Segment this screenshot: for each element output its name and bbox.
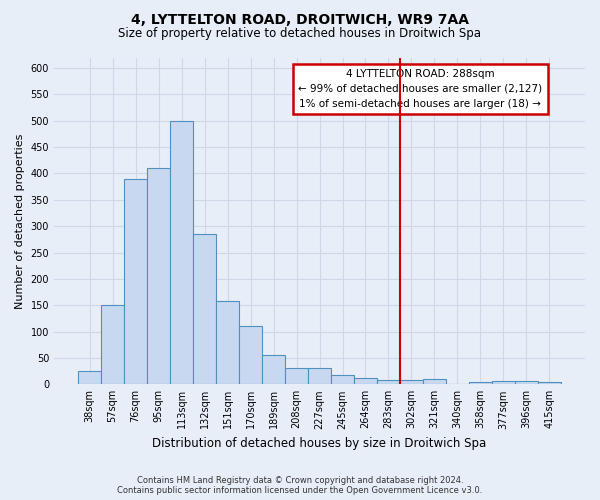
Bar — [423, 379, 446, 384]
Text: Size of property relative to detached houses in Droitwich Spa: Size of property relative to detached ho… — [119, 28, 482, 40]
Bar — [492, 380, 515, 384]
Bar — [262, 356, 285, 384]
Text: 4, LYTTELTON ROAD, DROITWICH, WR9 7AA: 4, LYTTELTON ROAD, DROITWICH, WR9 7AA — [131, 12, 469, 26]
Bar — [515, 380, 538, 384]
Bar — [469, 382, 492, 384]
Y-axis label: Number of detached properties: Number of detached properties — [15, 133, 25, 308]
X-axis label: Distribution of detached houses by size in Droitwich Spa: Distribution of detached houses by size … — [152, 437, 487, 450]
Bar — [377, 380, 400, 384]
Bar — [101, 305, 124, 384]
Bar — [331, 375, 354, 384]
Bar — [124, 178, 147, 384]
Bar — [147, 168, 170, 384]
Bar — [239, 326, 262, 384]
Bar — [308, 368, 331, 384]
Text: Contains HM Land Registry data © Crown copyright and database right 2024.
Contai: Contains HM Land Registry data © Crown c… — [118, 476, 482, 495]
Bar — [170, 121, 193, 384]
Text: 4 LYTTELTON ROAD: 288sqm
← 99% of detached houses are smaller (2,127)
1% of semi: 4 LYTTELTON ROAD: 288sqm ← 99% of detach… — [298, 69, 542, 108]
Bar — [193, 234, 216, 384]
Bar — [216, 301, 239, 384]
Bar — [400, 380, 423, 384]
Bar — [285, 368, 308, 384]
Bar — [354, 378, 377, 384]
Bar — [78, 371, 101, 384]
Bar — [538, 382, 561, 384]
